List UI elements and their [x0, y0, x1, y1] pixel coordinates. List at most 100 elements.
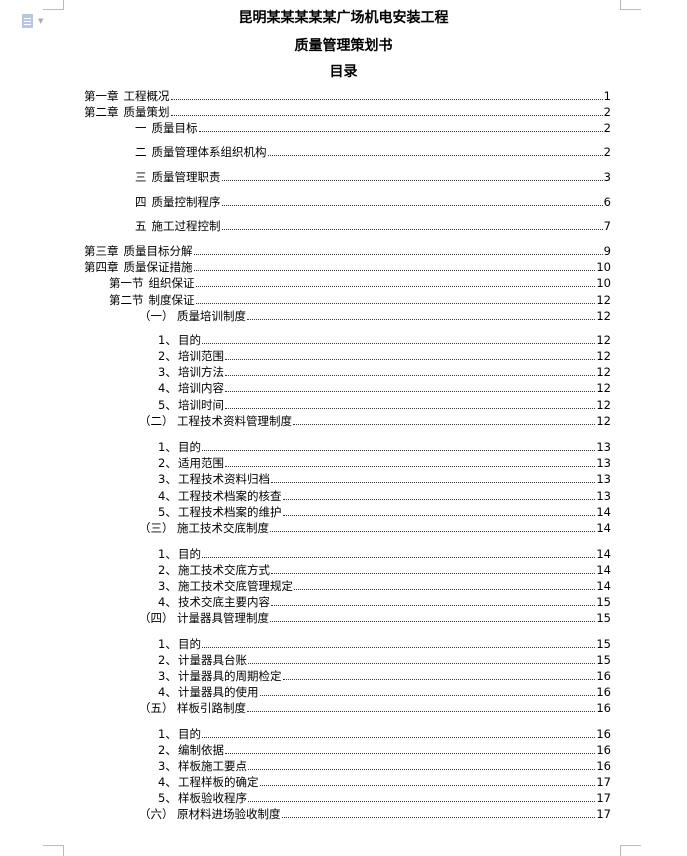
dot-leader	[225, 375, 596, 376]
dot-leader	[202, 647, 596, 648]
dot-leader	[221, 205, 603, 206]
toc-entry-title: 质量管理职责	[151, 170, 221, 184]
toc-entry[interactable]: 第四章 质量保证措施 10	[84, 259, 611, 274]
toc-entry-number: 第三章	[84, 244, 119, 258]
toc-entry[interactable]: 第二章 质量策划 2	[84, 104, 611, 119]
page-corner-mark	[620, 0, 641, 10]
dot-leader	[221, 180, 603, 181]
toc-entry-number: （六）	[139, 807, 174, 821]
toc-entry-number: 4、	[158, 685, 177, 699]
toc-entry[interactable]: （五） 样板引路制度 16	[139, 700, 611, 715]
dot-leader	[225, 408, 596, 409]
toc-entry[interactable]: 第二节 制度保证 12	[109, 292, 611, 307]
toc-entry-number: 第二节	[109, 293, 144, 307]
toc-entry[interactable]: 4、 工程样板的确定 17	[158, 774, 611, 789]
toc-entry-title: 质量目标分解	[123, 244, 193, 258]
toc-entry-title: 目的	[178, 333, 201, 347]
toc-entry[interactable]: 3、 样板施工要点 16	[158, 758, 611, 773]
toc-entry-page: 15	[596, 611, 611, 625]
dot-leader	[271, 605, 596, 606]
toc-entry[interactable]: 第三章 质量目标分解 9	[84, 243, 611, 258]
toc-entry-page: 16	[596, 685, 611, 699]
toc-entry-title: 质量培训制度	[177, 309, 246, 323]
dot-leader	[282, 499, 596, 500]
dot-leader	[247, 319, 596, 320]
toc-entry[interactable]: 4、 培训内容 12	[158, 380, 611, 395]
toc-entry-page: 14	[596, 505, 611, 519]
toc-entry-number: 1、	[158, 333, 177, 347]
toc-entry-page: 17	[596, 807, 611, 821]
toc-entry[interactable]: 二质量管理体系组织机构 2	[135, 144, 611, 159]
toc-entry[interactable]: 四质量控制程序 6	[135, 194, 611, 209]
toc-entry-title: 培训内容	[178, 381, 224, 395]
dot-leader	[225, 753, 596, 754]
toc-entry-number: 2、	[158, 456, 177, 470]
toc-entry-page: 16	[596, 727, 611, 741]
page-corner-mark	[43, 845, 64, 856]
toc-entry-page: 14	[596, 521, 611, 535]
toc-entry[interactable]: 3、 计量器具的周期检定 16	[158, 668, 611, 683]
toc-entry[interactable]: 2、 编制依据 16	[158, 742, 611, 757]
toc-entry[interactable]: 2、 适用范围 13	[158, 455, 611, 470]
toc-entry[interactable]: 1、 目的 14	[158, 546, 611, 561]
dot-leader	[282, 515, 596, 516]
dot-leader	[198, 131, 603, 132]
toc-entry[interactable]: 3、 工程技术资料归档 13	[158, 471, 611, 486]
toc-entry-page: 15	[596, 637, 611, 651]
toc-entry[interactable]: 1、 目的 15	[158, 636, 611, 651]
dot-leader	[225, 466, 596, 467]
toc-entry[interactable]: 一质量目标 2	[135, 120, 611, 135]
toc-entry-title: 培训范围	[178, 349, 224, 363]
toc-entry-page: 13	[596, 456, 611, 470]
dot-leader	[282, 679, 596, 680]
chevron-down-icon[interactable]: ▼	[38, 17, 44, 25]
toc-entry[interactable]: 4、 工程技术档案的核查 13	[158, 488, 611, 503]
toc-entry[interactable]: 第一节 组织保证 10	[109, 275, 611, 290]
toc-entry[interactable]: 5、 工程技术档案的维护 14	[158, 504, 611, 519]
dot-leader	[294, 589, 596, 590]
dot-leader	[259, 785, 596, 786]
toc-entry[interactable]: 三质量管理职责 3	[135, 169, 611, 184]
toc-entry[interactable]: 2、 施工技术交底方式 14	[158, 562, 611, 577]
toc-entry[interactable]: 4、 技术交底主要内容 15	[158, 594, 611, 609]
toc-entry-number: （一）	[139, 309, 174, 323]
toc-entry[interactable]: 2、 计量器具台账 15	[158, 652, 611, 667]
toc-entry-title: 计量器具管理制度	[177, 611, 269, 625]
toc-entry[interactable]: （二） 工程技术资料管理制度 12	[139, 413, 611, 428]
dot-leader	[248, 663, 596, 664]
toc-entry[interactable]: （一） 质量培训制度 12	[139, 308, 611, 323]
toc-entry-title: 工程技术档案的维护	[178, 505, 282, 519]
document-icon[interactable]	[22, 14, 33, 28]
toc-entry-number: 5、	[158, 505, 177, 519]
toc-entry-page: 2	[603, 121, 611, 135]
toc-entry[interactable]: （六） 原材料进场验收制度 17	[139, 806, 611, 821]
toc-entry-page: 3	[603, 170, 611, 184]
toc-entry[interactable]: 3、 培训方法 12	[158, 364, 611, 379]
toc-entry-page: 12	[596, 414, 611, 428]
toc-entry-number: 一	[135, 121, 147, 135]
toc-entry[interactable]: 五施工过程控制 7	[135, 218, 611, 233]
toc-entry[interactable]: 4、 计量器具的使用 16	[158, 684, 611, 699]
toc-entry[interactable]: 5、 样板验收程序 17	[158, 790, 611, 805]
toc-entry[interactable]: （三） 施工技术交底制度 14	[139, 520, 611, 535]
toc-entry-page: 9	[603, 244, 611, 258]
toc-entry-title: 制度保证	[148, 293, 195, 307]
toc-entry[interactable]: 5、 培训时间 12	[158, 397, 611, 412]
dot-leader	[202, 737, 596, 738]
toc-entry[interactable]: 1、 目的 13	[158, 439, 611, 454]
toc-entry[interactable]: 3、 施工技术交底管理规定 14	[158, 578, 611, 593]
dot-leader	[247, 711, 596, 712]
toc-entry[interactable]: 1、 目的 16	[158, 726, 611, 741]
toc-entry[interactable]: （四） 计量器具管理制度 15	[139, 610, 611, 625]
toc-entry[interactable]: 1、 目的 12	[158, 332, 611, 347]
toc-entry-number: 2、	[158, 349, 177, 363]
toc-entry-title: 质量保证措施	[123, 260, 193, 274]
dot-leader	[195, 286, 596, 287]
toc-entry-title: 目的	[178, 637, 201, 651]
toc-entry-number: （五）	[139, 701, 174, 715]
toc-entry-page: 12	[596, 381, 611, 395]
toc-entry[interactable]: 第一章 工程概况 1	[84, 88, 611, 103]
dot-leader	[259, 695, 596, 696]
toc-entry-title: 质量控制程序	[151, 195, 221, 209]
toc-entry[interactable]: 2、 培训范围 12	[158, 348, 611, 363]
